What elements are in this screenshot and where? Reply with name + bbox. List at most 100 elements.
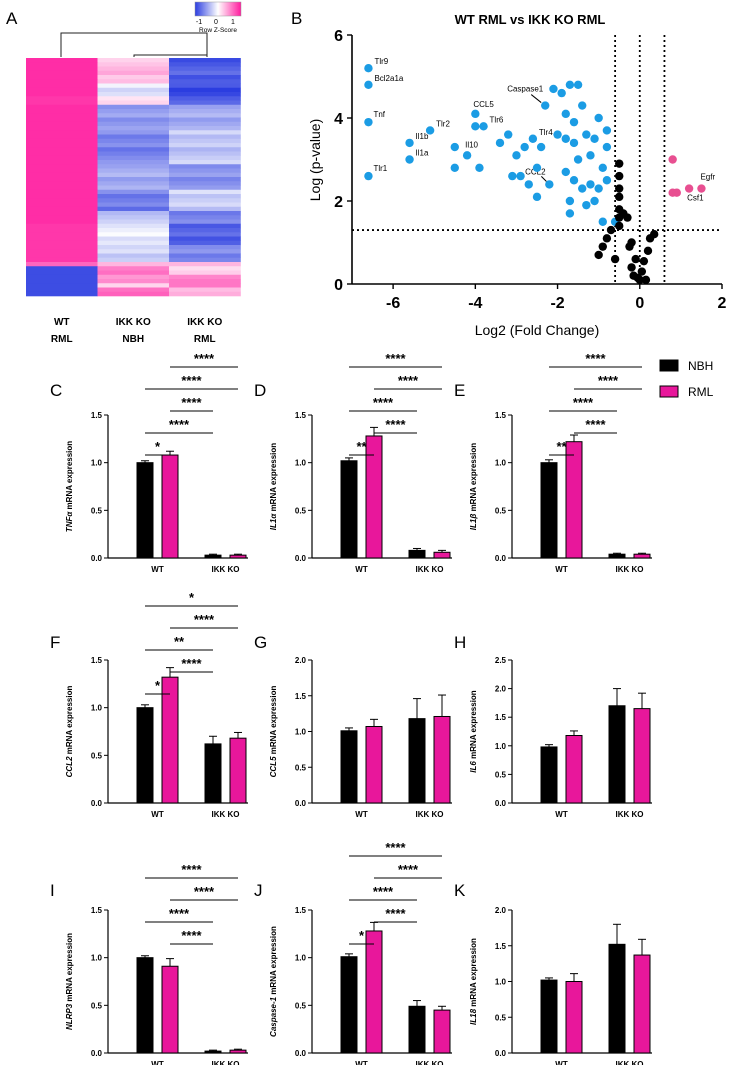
volcano-x-tick-label: 0 [635, 295, 644, 312]
heatmap-cell [97, 291, 170, 297]
heatmap-cell [97, 202, 170, 208]
heatmap-cell [97, 79, 170, 84]
x-category-label: WT [355, 810, 368, 819]
y-axis-label: IL1α mRNA expression [269, 443, 278, 530]
bar-panel-c: C 0.0 0.5 1.0 1.5 TNFα mRNA expression WT IKK K… [50, 351, 248, 574]
y-tick-label: 1.5 [91, 411, 103, 420]
heatmap-cell [97, 87, 170, 93]
volcano-y-tick-label: 2 [334, 194, 343, 211]
gene-label: Tlr1 [373, 164, 387, 173]
heatmap-cell [169, 177, 241, 182]
heatmap-cell [169, 228, 241, 233]
gene-label: Caspase1 [507, 85, 544, 94]
volcano-point [573, 80, 583, 90]
colorbar-tick-label: 1 [231, 19, 235, 26]
bar-rml [365, 725, 383, 804]
heatmap-cell [97, 270, 170, 276]
volcano-point [641, 275, 651, 285]
heatmap-cell [26, 219, 98, 225]
y-tick-label: 1.5 [295, 906, 307, 915]
significance-label: **** [194, 351, 215, 366]
heatmap-cell [169, 198, 241, 203]
y-tick-label: 1.0 [295, 459, 307, 468]
x-category-label: IKK KO [616, 810, 644, 819]
heatmap-cell [169, 79, 241, 84]
heatmap-cell [169, 66, 241, 72]
heatmap-cell [97, 287, 170, 293]
significance-label: **** [598, 373, 619, 388]
y-tick-label: 0.5 [91, 751, 103, 760]
x-category-label: WT [151, 1060, 164, 1065]
y-tick-label: 0.0 [295, 799, 307, 808]
heatmap-cell [169, 185, 241, 191]
volcano-x-tick-label: 2 [718, 295, 727, 312]
heatmap-cell [97, 147, 170, 152]
bar-nbh [136, 957, 154, 1054]
volcano-point [520, 142, 529, 152]
heatmap-cell [26, 257, 98, 263]
heatmap-cell [97, 274, 170, 280]
heatmap-cell [97, 117, 170, 123]
bar-panel-f: F 0.0 0.5 1.0 1.5 CCL2 mRNA expression WT IKK K… [50, 590, 248, 819]
bar-nbh [204, 743, 222, 804]
bar-nbh [340, 730, 358, 804]
heatmap-cell [26, 245, 98, 250]
x-category-label: WT [355, 1060, 368, 1065]
volcano-point [594, 184, 603, 193]
y-tick-label: 1.5 [495, 411, 507, 420]
heatmap-cell [97, 164, 170, 169]
bar-rml [229, 554, 247, 559]
heatmap-cell [169, 270, 241, 276]
x-category-label: IKK KO [212, 1060, 240, 1065]
volcano-point [553, 130, 562, 139]
gene-label: Il10 [465, 140, 478, 149]
bar-rml [633, 708, 651, 804]
volcano-point [504, 130, 513, 139]
heatmap-cell [169, 92, 241, 97]
heatmap-cell [26, 121, 98, 127]
gene-label: Egfr [700, 173, 715, 182]
heatmap-column-label: RML [194, 334, 216, 345]
heatmap-cell [97, 104, 170, 110]
y-axis-label: Caspase-1 mRNA expression [269, 926, 278, 1037]
heatmap-cell [26, 279, 98, 284]
volcano-point [549, 84, 558, 94]
heatmap-cell [169, 155, 241, 161]
volcano-point [425, 126, 435, 135]
significance-label: * [155, 678, 161, 693]
volcano-x-tick-label: -6 [386, 295, 400, 312]
heatmap-cell [97, 168, 170, 174]
heatmap-cell [97, 236, 170, 242]
volcano-point [637, 267, 647, 276]
volcano-point [565, 80, 575, 90]
volcano-point [697, 184, 706, 193]
volcano-point [532, 192, 542, 202]
volcano-point [602, 142, 612, 152]
significance-label: **** [169, 906, 190, 921]
significance-label: **** [181, 656, 202, 671]
heatmap-cell [26, 194, 98, 199]
heatmap-cell [97, 223, 170, 229]
heatmap-cell [97, 219, 170, 225]
heatmap-cell [169, 194, 241, 199]
x-category-label: WT [555, 810, 568, 819]
volcano-point [594, 250, 603, 260]
volcano-point [615, 192, 624, 202]
heatmap-cell [169, 287, 241, 293]
volcano-point [684, 184, 694, 193]
volcano-y-tick-label: 4 [334, 111, 343, 128]
panel-label-k: K [454, 881, 466, 900]
heatmap-cell [169, 121, 241, 127]
bar-panel-e: E 0.0 0.5 1.0 1.5 IL1β mRNA expression WT IKK K… [454, 351, 652, 574]
bar-nbh [340, 956, 358, 1054]
x-category-label: IKK KO [416, 565, 444, 574]
heatmap-cell [169, 181, 241, 186]
heatmap-cell [97, 279, 170, 284]
heatmap-cell [97, 126, 170, 131]
bar-rml [161, 965, 179, 1054]
y-tick-label: 1.5 [91, 906, 103, 915]
significance-label: **** [573, 395, 594, 410]
heatmap-cell [97, 160, 170, 165]
heatmap-cell [26, 126, 98, 131]
heatmap-cell [97, 181, 170, 186]
